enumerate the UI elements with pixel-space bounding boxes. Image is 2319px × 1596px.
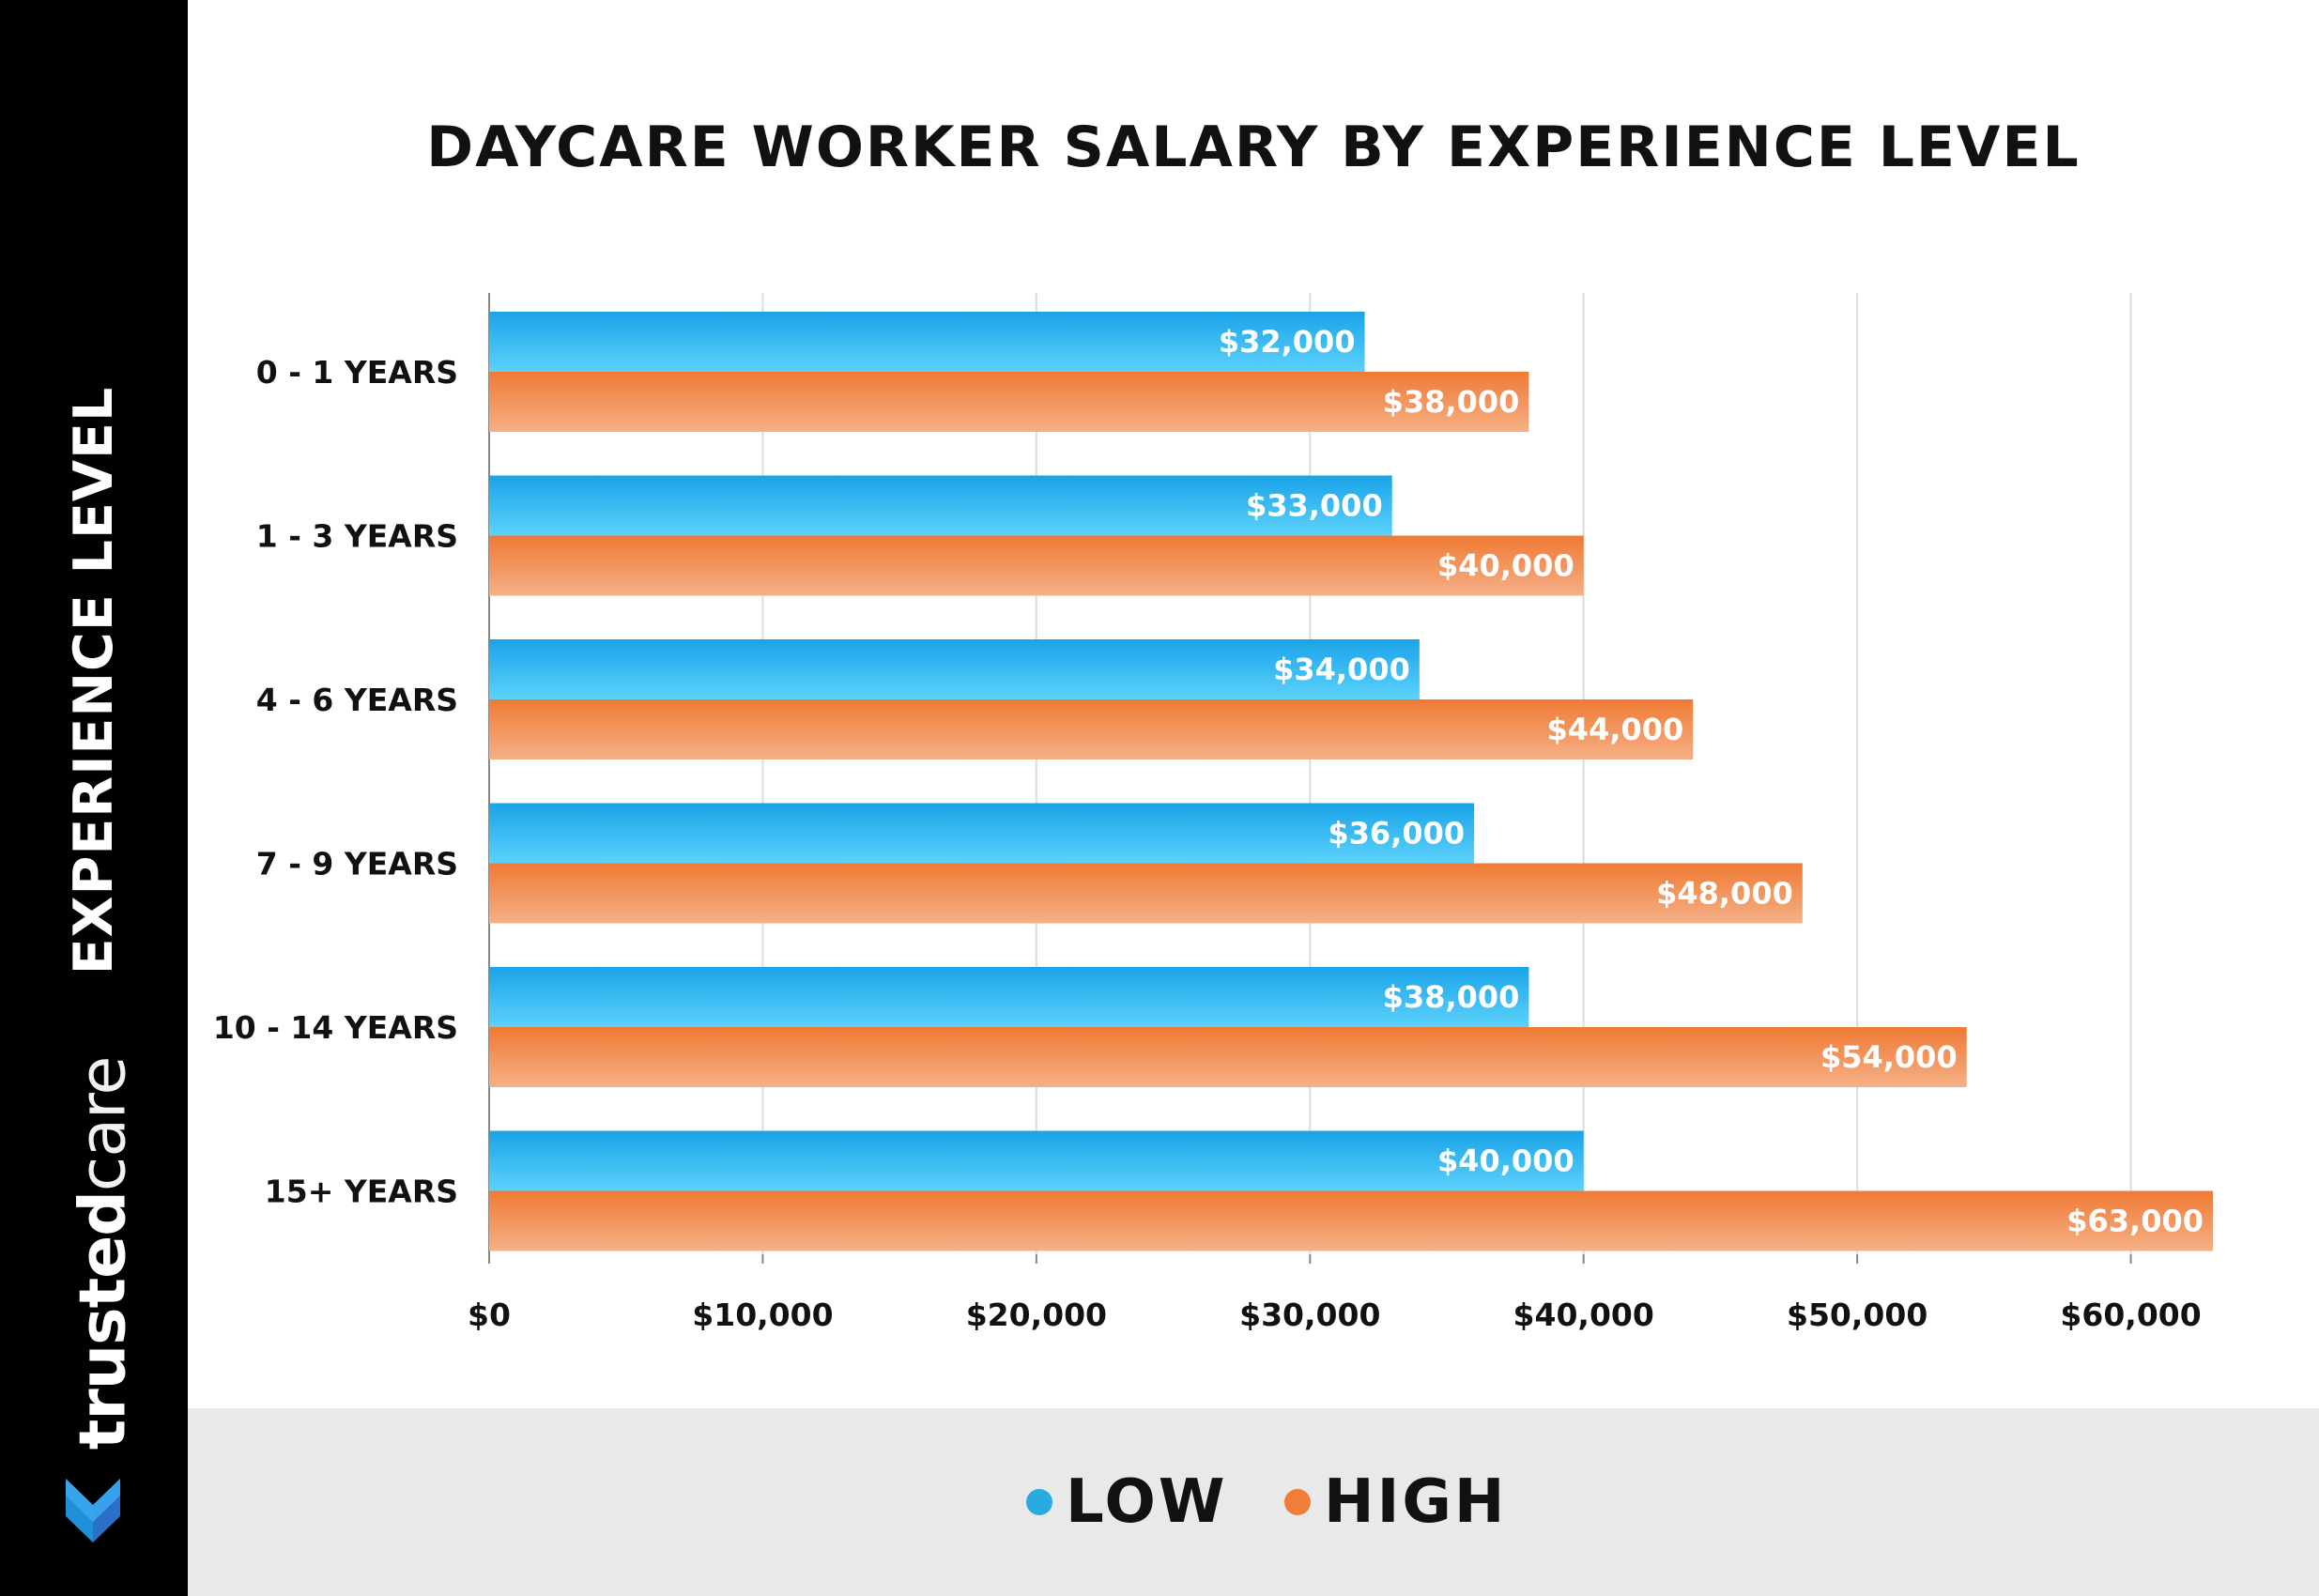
bar-low	[489, 475, 1392, 536]
category-label: 0 - 1 YEARS	[256, 354, 458, 391]
bar-high	[489, 1190, 2213, 1251]
bar-low	[489, 803, 1475, 864]
x-tick-label: $0	[468, 1297, 511, 1333]
bar-low	[489, 639, 1420, 699]
bar-high	[489, 863, 1803, 924]
bar-high	[489, 1027, 1967, 1087]
x-tick-label: $30,000	[1239, 1297, 1380, 1333]
category-label: 15+ YEARS	[265, 1174, 458, 1210]
data-label-low: $33,000	[1246, 488, 1383, 524]
legend-dot-high	[1284, 1489, 1311, 1515]
category-label: 4 - 6 YEARS	[256, 682, 458, 718]
x-tick-label: $60,000	[2060, 1297, 2201, 1333]
bar-high	[489, 535, 1584, 596]
data-label-high: $38,000	[1383, 384, 1520, 420]
category-label: 10 - 14 YEARS	[213, 1009, 458, 1046]
data-label-high: $48,000	[1656, 876, 1793, 912]
bar-high	[489, 699, 1694, 760]
heart-logo-icon	[66, 1479, 120, 1542]
bar-low	[489, 1130, 1584, 1191]
legend-band	[188, 1408, 2319, 1596]
x-tick-label: $10,000	[692, 1297, 833, 1333]
data-label-high: $63,000	[2066, 1204, 2204, 1239]
x-tick-label: $50,000	[1787, 1297, 1927, 1333]
category-label: 1 - 3 YEARS	[256, 518, 458, 555]
data-label-high: $44,000	[1547, 712, 1684, 747]
data-label-low: $40,000	[1437, 1143, 1574, 1179]
data-label-high: $40,000	[1437, 548, 1574, 584]
legend-label-high: HIGH	[1324, 1467, 1508, 1537]
data-label-low: $38,000	[1383, 979, 1520, 1015]
bar-low	[489, 312, 1365, 372]
legend-dot-low	[1026, 1489, 1052, 1515]
data-label-low: $36,000	[1328, 816, 1465, 852]
category-label: 7 - 9 YEARS	[256, 846, 458, 882]
bar-low	[489, 967, 1529, 1027]
legend-item-low: LOW	[1026, 1467, 1228, 1537]
x-tick-label: $20,000	[966, 1297, 1107, 1333]
legend-label-low: LOW	[1066, 1467, 1228, 1537]
bar-high	[489, 372, 1529, 432]
data-label-low: $32,000	[1219, 324, 1356, 360]
sidebar: EXPERIENCE LEVEL trustedcare	[0, 0, 188, 1596]
data-label-low: $34,000	[1273, 652, 1410, 687]
chart-title: DAYCARE WORKER SALARY BY EXPERIENCE LEVE…	[426, 115, 2081, 180]
data-label-high: $54,000	[1820, 1039, 1958, 1075]
x-tick-label: $40,000	[1513, 1297, 1654, 1333]
legend-item-high: HIGH	[1284, 1467, 1508, 1537]
chart-plot: $0 $10,000 $20,000 $30,000 $40,000 $50,000 $60…	[213, 293, 2213, 1333]
